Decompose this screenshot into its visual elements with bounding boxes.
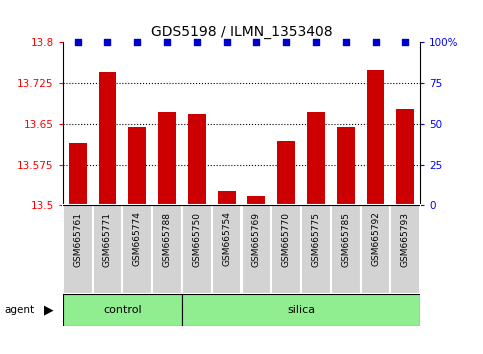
Bar <box>182 294 420 326</box>
Point <box>193 40 201 45</box>
Bar <box>182 205 212 294</box>
Text: GSM665788: GSM665788 <box>163 211 171 267</box>
Point <box>372 40 380 45</box>
Bar <box>390 205 420 294</box>
Bar <box>337 127 355 205</box>
Bar <box>63 294 182 326</box>
Text: agent: agent <box>5 305 35 315</box>
Bar <box>277 141 295 205</box>
Bar <box>397 109 414 205</box>
Point <box>104 40 112 45</box>
Bar <box>331 205 361 294</box>
Point <box>401 40 409 45</box>
Text: GSM665750: GSM665750 <box>192 211 201 267</box>
Point <box>74 40 82 45</box>
Bar <box>128 127 146 205</box>
Bar <box>367 70 384 205</box>
Point <box>163 40 171 45</box>
Bar <box>212 205 242 294</box>
Text: GSM665775: GSM665775 <box>312 211 320 267</box>
Point <box>312 40 320 45</box>
Bar <box>63 205 93 294</box>
Text: GSM665785: GSM665785 <box>341 211 350 267</box>
Bar <box>122 205 152 294</box>
Bar <box>271 205 301 294</box>
Point <box>253 40 260 45</box>
Title: GDS5198 / ILMN_1353408: GDS5198 / ILMN_1353408 <box>151 25 332 39</box>
Bar <box>99 72 116 205</box>
Text: GSM665769: GSM665769 <box>252 211 261 267</box>
Point <box>282 40 290 45</box>
Point <box>223 40 230 45</box>
Bar <box>158 112 176 205</box>
Bar <box>93 205 122 294</box>
Text: silica: silica <box>287 305 315 315</box>
Text: GSM665774: GSM665774 <box>133 211 142 267</box>
Bar <box>247 195 265 205</box>
Text: GSM665761: GSM665761 <box>73 211 82 267</box>
Bar <box>188 114 206 205</box>
Bar <box>152 205 182 294</box>
Bar <box>301 205 331 294</box>
Text: GSM665770: GSM665770 <box>282 211 291 267</box>
Point <box>342 40 350 45</box>
Text: ▶: ▶ <box>43 303 53 316</box>
Bar <box>307 112 325 205</box>
Bar <box>218 191 236 205</box>
Bar <box>69 143 86 205</box>
Text: GSM665793: GSM665793 <box>401 211 410 267</box>
Point <box>133 40 141 45</box>
Text: control: control <box>103 305 142 315</box>
Text: GSM665754: GSM665754 <box>222 211 231 267</box>
Bar <box>242 205 271 294</box>
Text: GSM665771: GSM665771 <box>103 211 112 267</box>
Text: GSM665792: GSM665792 <box>371 211 380 267</box>
Bar <box>361 205 390 294</box>
